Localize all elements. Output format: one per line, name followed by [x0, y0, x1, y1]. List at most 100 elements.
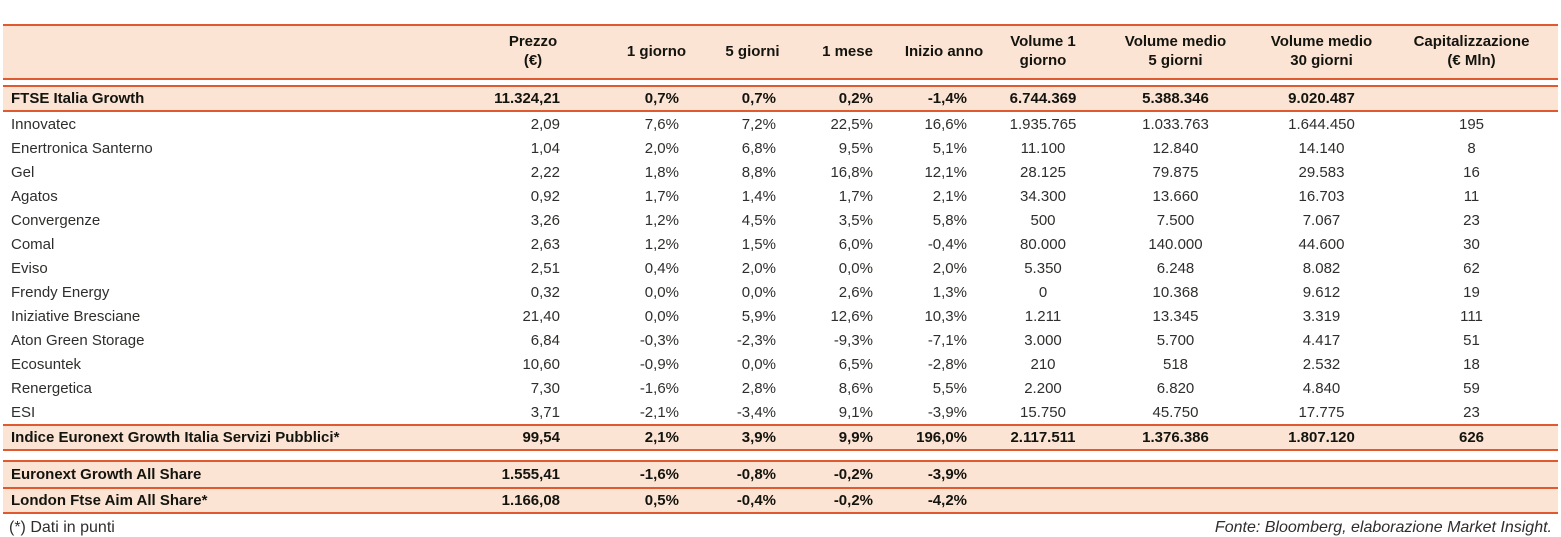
cell-volume-medio-30-giorni: 9.612	[1258, 280, 1385, 304]
cell-giorno-1: -0,3%	[608, 328, 705, 352]
cell-volume-1-giorno: 500	[993, 208, 1093, 232]
cell-giorno-1: 0,0%	[608, 280, 705, 304]
cell-volume-medio-30-giorni: 44.600	[1258, 232, 1385, 256]
cell-giorni-5: -2,3%	[705, 328, 800, 352]
table-row: Renergetica 7,30 -1,6% 2,8% 8,6% 5,5% 2.200 6.8…	[3, 376, 1558, 400]
cell-volume-1-giorno: 34.300	[993, 184, 1093, 208]
column-header-prezzo: Prezzo (€)	[458, 24, 608, 80]
cell-volume-medio-30-giorni: 17.775	[1258, 400, 1385, 424]
cell-volume-medio-5-giorni: 13.660	[1093, 184, 1258, 208]
column-header-1-mese: 1 mese	[800, 24, 895, 80]
cell-inizio-anno: 5,5%	[895, 376, 993, 400]
cell-mese-1: 9,1%	[800, 400, 895, 424]
cell-prezzo: 6,84	[458, 328, 608, 352]
cell-volume-1-giorno: 2.200	[993, 376, 1093, 400]
table-row: Frendy Energy 0,32 0,0% 0,0% 2,6% 1,3% 0 10.368…	[3, 280, 1558, 304]
cell-prezzo: 21,40	[458, 304, 608, 328]
cell-volume-medio-30-giorni: 3.319	[1258, 304, 1385, 328]
row-name: Comal	[3, 232, 458, 256]
cell-volume-medio-30-giorni	[1258, 460, 1385, 487]
cell-volume-1-giorno: 80.000	[993, 232, 1093, 256]
table-row: Aton Green Storage 6,84 -0,3% -2,3% -9,3% -7,…	[3, 328, 1558, 352]
column-header-name	[3, 24, 458, 80]
table-row: Gel 2,22 1,8% 8,8% 16,8% 12,1% 28.125 79.875 29.…	[3, 160, 1558, 184]
cell-capitalizzazione: 11	[1385, 184, 1558, 208]
cell-mese-1: 6,0%	[800, 232, 895, 256]
cell-volume-medio-5-giorni: 140.000	[1093, 232, 1258, 256]
cell-mese-1: 16,8%	[800, 160, 895, 184]
cell-mese-1: 8,6%	[800, 376, 895, 400]
cell-prezzo: 1,04	[458, 136, 608, 160]
footnote-dati-in-punti: (*) Dati in punti	[9, 519, 115, 536]
cell-inizio-anno: -7,1%	[895, 328, 993, 352]
source-note: Fonte: Bloomberg, elaborazione Market In…	[1214, 519, 1552, 536]
cell-volume-medio-30-giorni: 2.532	[1258, 352, 1385, 376]
column-header-volume-1-giorno: Volume 1 giorno	[993, 24, 1093, 80]
cell-inizio-anno: -2,8%	[895, 352, 993, 376]
cell-prezzo: 3,26	[458, 208, 608, 232]
cell-giorni-5: 7,2%	[705, 112, 800, 136]
cell-mese-1: 9,5%	[800, 136, 895, 160]
column-header-volume-medio-30-giorni: Volume medio 30 giorni	[1258, 24, 1385, 80]
cell-volume-medio-30-giorni: 1.807.120	[1258, 424, 1385, 451]
row-name: Indice Euronext Growth Italia Servizi Pu…	[3, 424, 458, 451]
cell-giorno-1: -0,9%	[608, 352, 705, 376]
cell-giorno-1: 0,4%	[608, 256, 705, 280]
row-name: Innovatec	[3, 112, 458, 136]
cell-volume-1-giorno: 28.125	[993, 160, 1093, 184]
cell-capitalizzazione: 626	[1385, 424, 1558, 451]
table-row: Comal 2,63 1,2% 1,5% 6,0% -0,4% 80.000 140.000 4…	[3, 232, 1558, 256]
cell-capitalizzazione: 51	[1385, 328, 1558, 352]
cell-capitalizzazione: 23	[1385, 400, 1558, 424]
cell-capitalizzazione	[1385, 487, 1558, 514]
cell-capitalizzazione: 19	[1385, 280, 1558, 304]
cell-mese-1: 12,6%	[800, 304, 895, 328]
row-name: ESI	[3, 400, 458, 424]
cell-giorni-5: 8,8%	[705, 160, 800, 184]
row-name: Eviso	[3, 256, 458, 280]
cell-volume-medio-30-giorni: 16.703	[1258, 184, 1385, 208]
row-spacer	[3, 80, 1558, 85]
cell-giorni-5: 0,0%	[705, 280, 800, 304]
cell-prezzo: 7,30	[458, 376, 608, 400]
column-header-volume-medio-5-giorni: Volume medio 5 giorni	[1093, 24, 1258, 80]
cell-giorno-1: 1,2%	[608, 232, 705, 256]
cell-volume-medio-5-giorni: 6.820	[1093, 376, 1258, 400]
cell-volume-medio-30-giorni: 1.644.450	[1258, 112, 1385, 136]
table-row: Indice Euronext Growth Italia Servizi Pu…	[3, 424, 1558, 451]
cell-giorni-5: -0,8%	[705, 460, 800, 487]
cell-volume-medio-30-giorni: 7.067	[1258, 208, 1385, 232]
cell-capitalizzazione: 195	[1385, 112, 1558, 136]
cell-volume-medio-5-giorni	[1093, 487, 1258, 514]
cell-volume-1-giorno: 0	[993, 280, 1093, 304]
cell-mese-1: 9,9%	[800, 424, 895, 451]
cell-prezzo: 2,63	[458, 232, 608, 256]
cell-capitalizzazione: 16	[1385, 160, 1558, 184]
cell-mese-1: 22,5%	[800, 112, 895, 136]
cell-giorni-5: 0,7%	[705, 85, 800, 112]
cell-volume-1-giorno: 2.117.511	[993, 424, 1093, 451]
row-spacer-cell	[3, 80, 1558, 85]
row-name: Enertronica Santerno	[3, 136, 458, 160]
cell-mese-1: 0,2%	[800, 85, 895, 112]
cell-giorno-1: 7,6%	[608, 112, 705, 136]
cell-capitalizzazione: 30	[1385, 232, 1558, 256]
cell-prezzo: 0,92	[458, 184, 608, 208]
cell-volume-medio-30-giorni: 29.583	[1258, 160, 1385, 184]
column-header-5-giorni: 5 giorni	[705, 24, 800, 80]
row-name: Ecosuntek	[3, 352, 458, 376]
cell-giorno-1: -2,1%	[608, 400, 705, 424]
cell-prezzo: 1.166,08	[458, 487, 608, 514]
cell-giorni-5: 2,0%	[705, 256, 800, 280]
cell-mese-1: 0,0%	[800, 256, 895, 280]
table-row: Agatos 0,92 1,7% 1,4% 1,7% 2,1% 34.300 13.660 16…	[3, 184, 1558, 208]
cell-inizio-anno: -1,4%	[895, 85, 993, 112]
cell-volume-1-giorno: 210	[993, 352, 1093, 376]
cell-inizio-anno: -3,9%	[895, 460, 993, 487]
row-name: Gel	[3, 160, 458, 184]
cell-giorno-1: 2,0%	[608, 136, 705, 160]
cell-prezzo: 0,32	[458, 280, 608, 304]
cell-inizio-anno: 196,0%	[895, 424, 993, 451]
table-row: Eviso 2,51 0,4% 2,0% 0,0% 2,0% 5.350 6.248 8.082…	[3, 256, 1558, 280]
